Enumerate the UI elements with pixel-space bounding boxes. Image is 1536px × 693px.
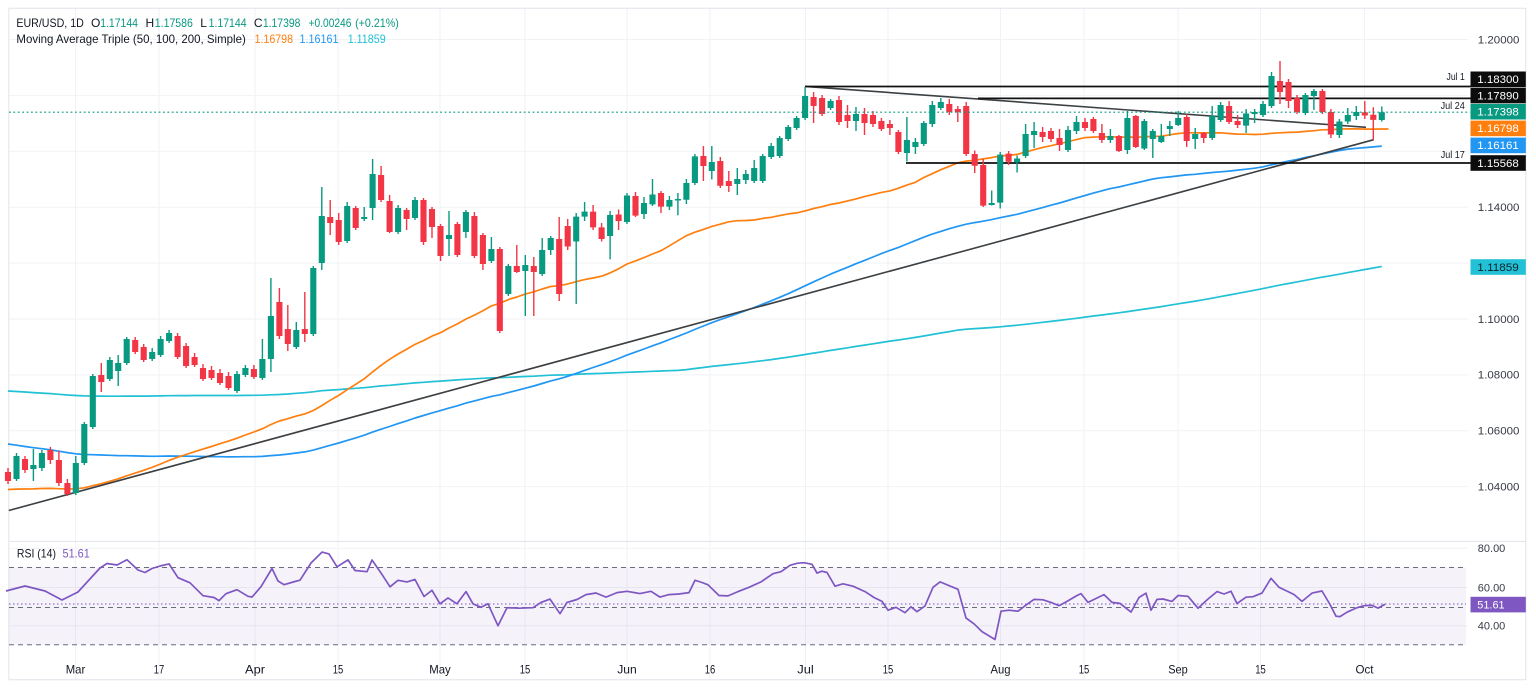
svg-text:May: May [429, 663, 451, 677]
svg-text:1.15568: 1.15568 [1477, 158, 1519, 170]
svg-text:1.18300: 1.18300 [1477, 74, 1519, 86]
svg-text:Oct: Oct [1356, 663, 1375, 677]
svg-text:1.17398: 1.17398 [1477, 107, 1519, 119]
svg-text:1.08000: 1.08000 [1478, 370, 1520, 382]
svg-text:1.16161: 1.16161 [300, 32, 339, 46]
svg-text:60.00: 60.00 [1478, 582, 1506, 594]
svg-text:1.06000: 1.06000 [1478, 426, 1520, 438]
svg-text:1.20000: 1.20000 [1478, 34, 1520, 46]
svg-text:15: 15 [883, 663, 894, 677]
svg-text:1.17144: 1.17144 [100, 16, 138, 30]
svg-text:EUR/USD, 1D: EUR/USD, 1D [16, 16, 84, 30]
svg-text:15: 15 [1255, 663, 1266, 677]
svg-text:51.61: 51.61 [63, 546, 91, 560]
svg-text:Jul 24: Jul 24 [1441, 101, 1466, 112]
svg-text:1.17890: 1.17890 [1477, 90, 1519, 102]
svg-text:51.61: 51.61 [1477, 599, 1504, 611]
svg-text:1.17144: 1.17144 [209, 16, 247, 30]
svg-text:17: 17 [154, 663, 165, 677]
svg-text:Jul: Jul [797, 663, 814, 677]
svg-text:(+0.21%): (+0.21%) [355, 16, 399, 30]
svg-text:1.04000: 1.04000 [1478, 481, 1520, 493]
svg-text:O: O [91, 16, 100, 30]
svg-text:1.11859: 1.11859 [1477, 262, 1519, 274]
svg-text:Mar: Mar [66, 663, 86, 677]
svg-text:1.17398: 1.17398 [263, 16, 301, 30]
svg-text:1.17586: 1.17586 [155, 16, 193, 30]
svg-text:1.10000: 1.10000 [1478, 314, 1520, 326]
svg-text:Jul 17: Jul 17 [1441, 150, 1465, 161]
svg-text:1.11859: 1.11859 [348, 32, 386, 46]
svg-text:Jul 1: Jul 1 [1447, 72, 1466, 83]
svg-text:15: 15 [1079, 663, 1090, 677]
svg-text:Jun: Jun [617, 663, 637, 677]
svg-text:L: L [200, 16, 207, 30]
svg-text:15: 15 [520, 663, 531, 677]
svg-text:1.14000: 1.14000 [1478, 202, 1520, 214]
svg-text:Apr: Apr [245, 663, 265, 677]
svg-text:1.16798: 1.16798 [255, 32, 294, 46]
svg-text:40.00: 40.00 [1478, 621, 1506, 633]
svg-text:H: H [146, 16, 155, 30]
svg-text:1.16798: 1.16798 [1477, 123, 1519, 135]
svg-text:15: 15 [333, 663, 344, 677]
svg-text:+0.00246: +0.00246 [309, 16, 352, 30]
svg-text:RSI (14): RSI (14) [17, 546, 56, 560]
svg-text:C: C [254, 16, 263, 30]
svg-text:1.16161: 1.16161 [1477, 140, 1519, 152]
svg-text:16: 16 [705, 663, 716, 677]
svg-text:Moving Average Triple (50, 100: Moving Average Triple (50, 100, 200, Sim… [16, 32, 245, 46]
svg-text:Aug: Aug [991, 663, 1011, 677]
svg-text:80.00: 80.00 [1478, 543, 1506, 555]
svg-text:Sep: Sep [1168, 663, 1188, 677]
